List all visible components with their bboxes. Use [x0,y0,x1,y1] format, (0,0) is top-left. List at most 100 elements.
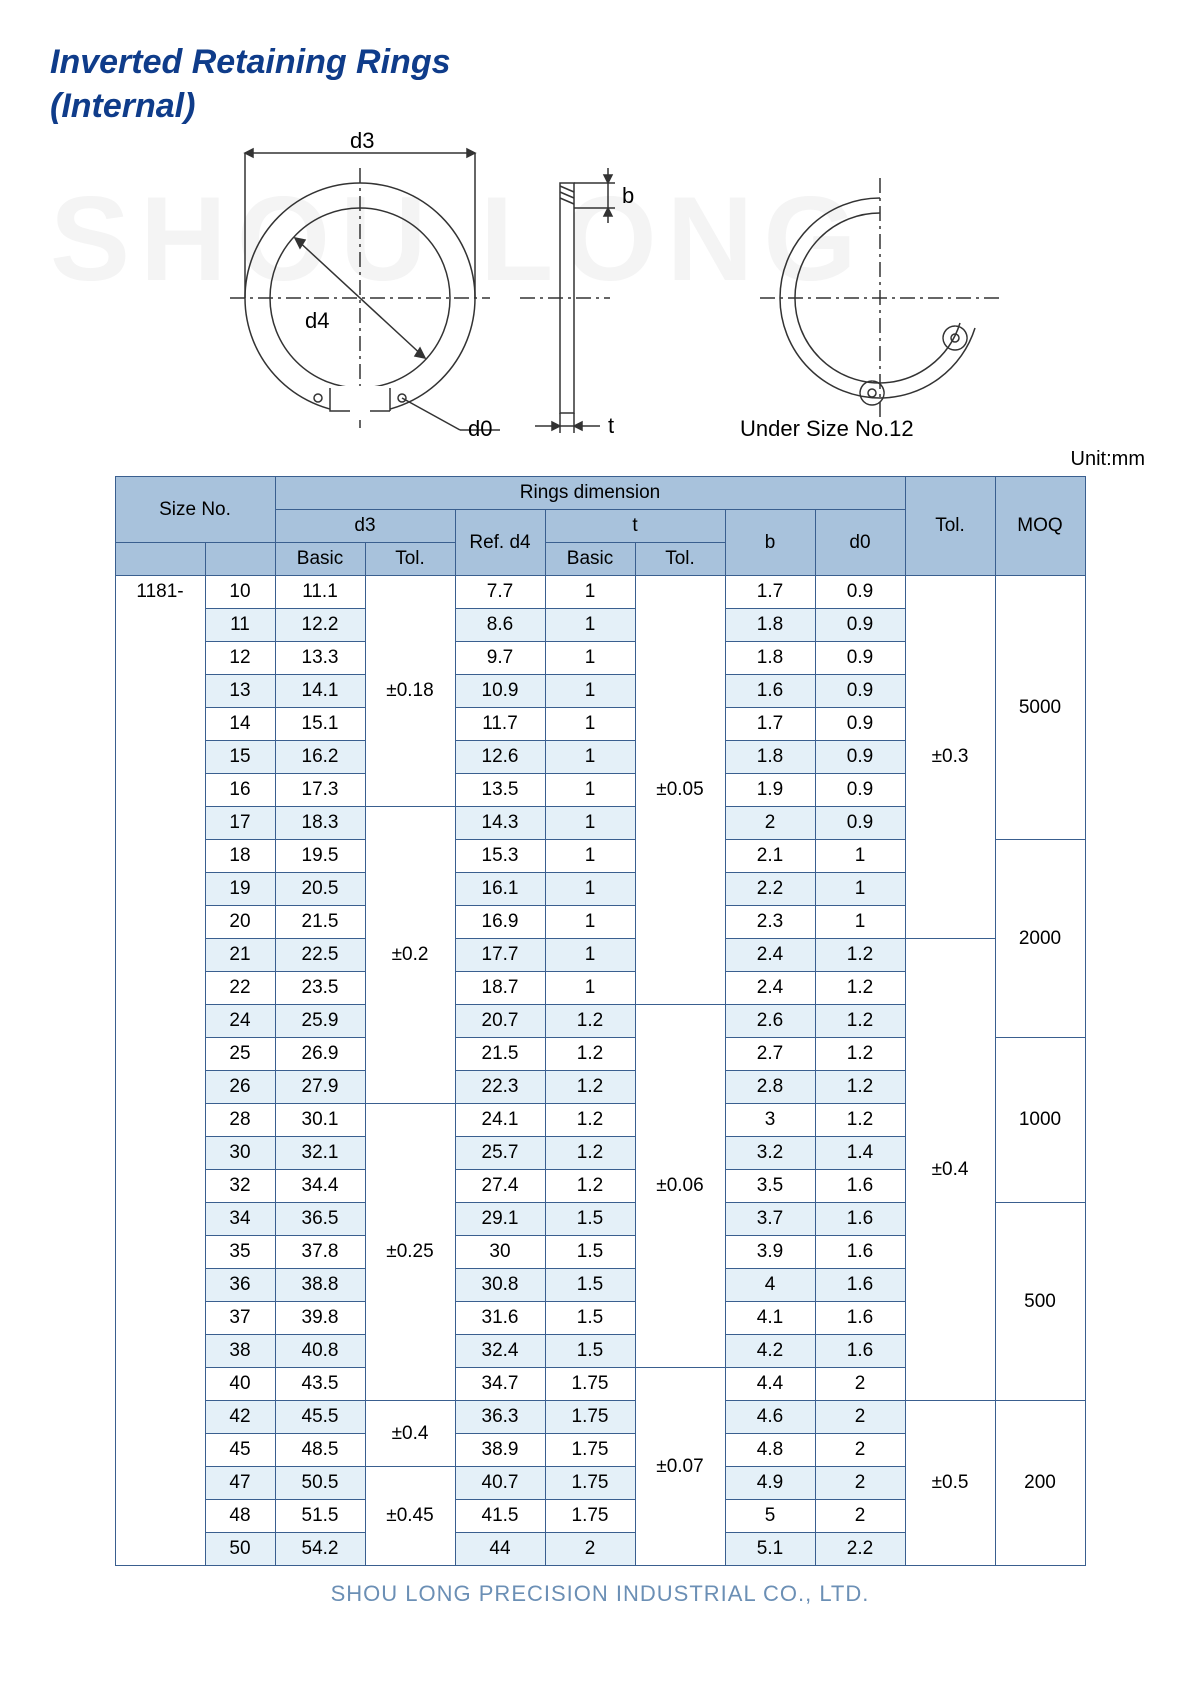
cell-n: 37 [205,1302,275,1335]
cell-b: 1.6 [725,675,815,708]
cell-d4: 16.9 [455,906,545,939]
th-d0: d0 [815,510,905,576]
cell-d3tol: ±0.18 [365,576,455,807]
cell-d0: 1.6 [815,1203,905,1236]
cell-d4: 29.1 [455,1203,545,1236]
cell-b: 3.2 [725,1137,815,1170]
cell-d4: 15.3 [455,840,545,873]
cell-d4: 17.7 [455,939,545,972]
cell-tb: 1 [545,642,635,675]
cell-moq: 500 [995,1203,1085,1401]
cell-d3b: 23.5 [275,972,365,1005]
cell-d4: 32.4 [455,1335,545,1368]
cell-d4: 22.3 [455,1071,545,1104]
th-series [115,543,205,576]
cell-b: 4.6 [725,1401,815,1434]
cell-d0: 1.2 [815,1038,905,1071]
cell-n: 35 [205,1236,275,1269]
cell-tb: 1 [545,840,635,873]
cell-d0: 1.6 [815,1236,905,1269]
cell-d0: 1.4 [815,1137,905,1170]
cell-d3b: 51.5 [275,1500,365,1533]
cell-d4: 36.3 [455,1401,545,1434]
cell-moq: 200 [995,1401,1085,1566]
cell-d0: 2.2 [815,1533,905,1566]
cell-d3b: 26.9 [275,1038,365,1071]
cell-b: 3.9 [725,1236,815,1269]
cell-n: 32 [205,1170,275,1203]
cell-b: 4 [725,1269,815,1302]
technical-diagram: d3 d4 d0 b t Under Size No.12 [200,128,1100,438]
th-sizecol [205,543,275,576]
cell-d4: 8.6 [455,609,545,642]
cell-n: 17 [205,807,275,840]
cell-d3b: 37.8 [275,1236,365,1269]
th-ttol: Tol. [635,543,725,576]
cell-d0: 0.9 [815,708,905,741]
cell-tb: 1 [545,708,635,741]
cell-tb: 1 [545,807,635,840]
unit-label: Unit:mm [0,448,1200,471]
cell-n: 38 [205,1335,275,1368]
cell-d4: 40.7 [455,1467,545,1500]
cell-n: 47 [205,1467,275,1500]
cell-d4: 30.8 [455,1269,545,1302]
cell-b: 1.9 [725,774,815,807]
cell-d3b: 34.4 [275,1170,365,1203]
cell-n: 15 [205,741,275,774]
cell-d0: 0.9 [815,576,905,609]
cell-tb: 1.2 [545,1104,635,1137]
cell-n: 48 [205,1500,275,1533]
cell-tb: 1 [545,873,635,906]
th-size-no: Size No. [115,477,275,543]
title-line-1: Inverted Retaining Rings [50,43,451,81]
cell-tb: 1 [545,939,635,972]
cell-tb: 1.2 [545,1038,635,1071]
cell-d3b: 32.1 [275,1137,365,1170]
cell-d4: 21.5 [455,1038,545,1071]
th-d3: d3 [275,510,455,543]
cell-b: 1.7 [725,576,815,609]
title-line-2: (Internal) [50,87,195,125]
cell-tol: ±0.4 [905,939,995,1401]
cell-n: 11 [205,609,275,642]
series-cell: 1181- [115,576,205,1566]
cell-d0: 1.2 [815,939,905,972]
cell-moq: 5000 [995,576,1085,840]
cell-d4: 27.4 [455,1170,545,1203]
cell-d0: 0.9 [815,675,905,708]
cell-d4: 41.5 [455,1500,545,1533]
cell-ttol: ±0.06 [635,1005,725,1368]
cell-b: 3.7 [725,1203,815,1236]
cell-tb: 1.75 [545,1500,635,1533]
cell-n: 19 [205,873,275,906]
cell-tb: 1 [545,906,635,939]
cell-d0: 0.9 [815,741,905,774]
svg-text:d4: d4 [305,308,329,333]
cell-b: 2.4 [725,939,815,972]
cell-b: 4.9 [725,1467,815,1500]
cell-b: 5.1 [725,1533,815,1566]
cell-n: 28 [205,1104,275,1137]
cell-d3tol: ±0.4 [365,1401,455,1467]
cell-d4: 16.1 [455,873,545,906]
cell-d0: 0.9 [815,609,905,642]
th-tbasic: Basic [545,543,635,576]
cell-n: 25 [205,1038,275,1071]
cell-n: 14 [205,708,275,741]
cell-d3b: 22.5 [275,939,365,972]
cell-d0: 1 [815,906,905,939]
cell-n: 40 [205,1368,275,1401]
cell-d4: 7.7 [455,576,545,609]
page-title: Inverted Retaining Rings (Internal) [0,0,1200,128]
cell-tb: 1 [545,576,635,609]
cell-d3b: 19.5 [275,840,365,873]
cell-d3b: 17.3 [275,774,365,807]
svg-text:Under Size No.12: Under Size No.12 [740,416,914,438]
cell-n: 18 [205,840,275,873]
cell-d4: 44 [455,1533,545,1566]
cell-d3b: 25.9 [275,1005,365,1038]
cell-tb: 1 [545,774,635,807]
cell-d0: 1.2 [815,972,905,1005]
cell-d0: 1.6 [815,1335,905,1368]
